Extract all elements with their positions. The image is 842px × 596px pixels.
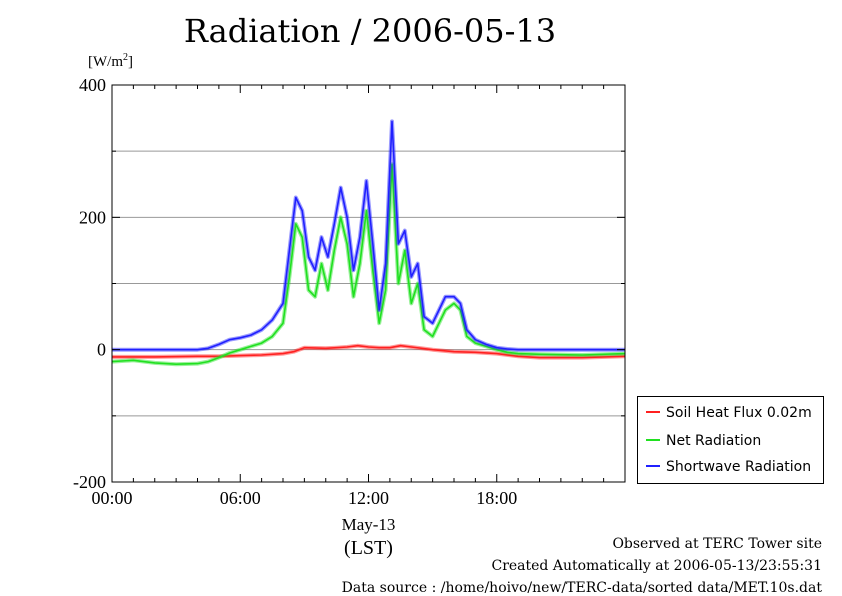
y-tick-label: -200 [73, 472, 106, 492]
y-tick-label: 200 [79, 207, 106, 227]
legend-label: Net Radiation [666, 433, 762, 449]
footer-data-source: Data source : /home/hoivo/new/TERC-data/… [341, 580, 822, 596]
x-tick-label: 00:00 [91, 488, 132, 508]
legend-item-shortwave-radiation: Shortwave Radiation [646, 459, 811, 477]
x-axis-date-label: May-13 [342, 515, 396, 534]
footer-observed-site: Observed at TERC Tower site [612, 536, 822, 552]
series-line-0 [112, 344, 626, 359]
x-axis-tz-label: (LST) [344, 537, 393, 559]
series-line-1 [111, 163, 626, 366]
legend: Soil Heat Flux 0.02m Net Radiation Short… [637, 396, 824, 484]
y-tick-label: 400 [79, 75, 106, 95]
y-tick-label: 0 [97, 340, 106, 360]
unit-end: ] [128, 54, 133, 70]
legend-swatch-green [646, 439, 660, 441]
x-tick-label: 06:00 [220, 488, 261, 508]
axis-ticks [111, 84, 626, 483]
unit-base: [W/m [88, 54, 123, 70]
y-axis-unit-label: [W/m2] [88, 52, 133, 71]
footer-created-time: Created Automatically at 2006-05-13/23:5… [491, 558, 822, 574]
legend-label: Soil Heat Flux 0.02m [666, 405, 812, 421]
legend-label: Shortwave Radiation [666, 459, 812, 475]
legend-swatch-red [646, 411, 660, 413]
axis-tick-labels: -200 0 200 400 00:00 06:00 12:00 18:00 May-13 (LS… [73, 75, 517, 559]
unit-sup: 2 [123, 52, 128, 63]
chart-title: Radiation / 2006-05-13 [183, 12, 557, 50]
series-lines [111, 119, 626, 367]
legend-item-net-radiation: Net Radiation [646, 433, 761, 451]
x-tick-label: 18:00 [476, 488, 517, 508]
series-line-2 [112, 120, 625, 351]
x-tick-label: 12:00 [348, 488, 389, 508]
legend-swatch-blue [646, 465, 660, 467]
legend-item-soil-heat-flux: Soil Heat Flux 0.02m [646, 405, 812, 423]
